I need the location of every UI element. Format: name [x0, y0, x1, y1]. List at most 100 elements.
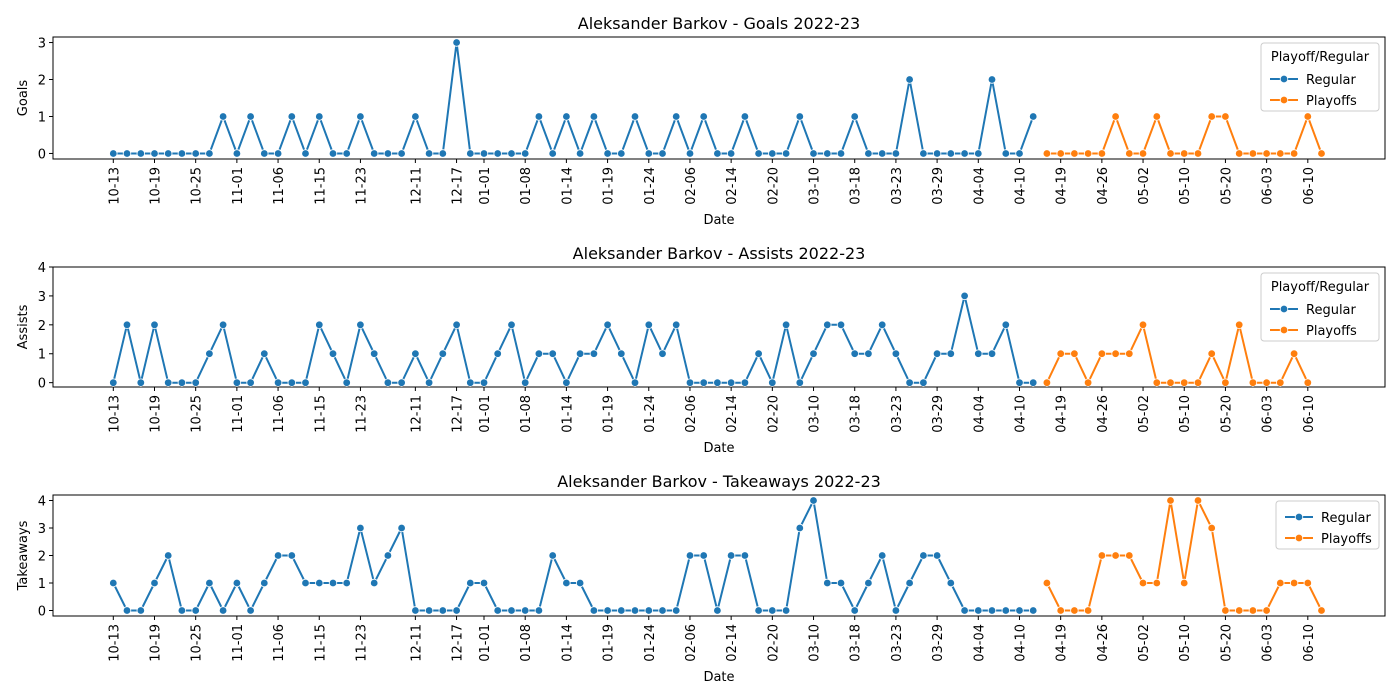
x-tick-label: 04-04	[972, 395, 987, 433]
legend-label-regular: Regular	[1306, 73, 1357, 88]
legend: Playoff/Regular Regular Playoffs	[1260, 272, 1380, 342]
data-point-playoffs	[1042, 149, 1052, 158]
data-point-playoffs	[1193, 378, 1203, 387]
data-point-regular	[177, 606, 187, 615]
data-point-regular	[932, 149, 942, 158]
data-point-regular	[919, 378, 928, 387]
data-point-regular	[383, 551, 393, 560]
data-point-playoffs	[1262, 606, 1271, 615]
data-point-regular	[919, 149, 928, 158]
data-point-regular	[1028, 606, 1038, 615]
data-point-regular	[795, 523, 804, 533]
y-tick-label: 2	[38, 550, 46, 565]
x-tick-label: 12-11	[409, 395, 424, 433]
x-tick-label: 10-13	[107, 395, 122, 433]
y-tick-label: 2	[38, 74, 46, 89]
x-tick-label: 05-10	[1178, 395, 1193, 433]
data-point-regular	[781, 149, 791, 158]
plot-frame	[52, 266, 1386, 388]
data-point-regular	[932, 349, 942, 358]
x-tick-label: 06-10	[1302, 624, 1317, 662]
data-point-regular	[589, 349, 599, 358]
x-tick-label: 06-10	[1302, 395, 1317, 433]
x-tick-label: 01-19	[602, 624, 617, 662]
x-tick-label: 02-14	[725, 395, 740, 433]
data-point-playoffs	[1248, 378, 1258, 387]
data-point-regular	[603, 149, 612, 158]
data-point-regular	[122, 149, 132, 158]
data-point-regular	[699, 551, 708, 560]
x-tick-label: 10-13	[107, 167, 122, 205]
x-tick-label: 11-23	[354, 624, 369, 662]
y-axis-label: Assists	[16, 304, 31, 349]
data-point-regular	[109, 578, 118, 588]
x-tick-label: 11-23	[354, 167, 369, 205]
data-point-regular	[177, 149, 187, 158]
x-tick-label: 10-19	[148, 167, 163, 205]
data-point-regular	[740, 378, 750, 387]
legend-label-playoffs: Playoffs	[1306, 324, 1357, 339]
data-point-regular	[273, 551, 283, 560]
data-point-regular	[726, 551, 736, 560]
x-tick-label: 12-17	[451, 395, 466, 433]
data-point-playoffs	[1111, 551, 1120, 560]
data-point-regular	[781, 320, 791, 329]
x-tick-label: 01-08	[519, 167, 534, 205]
data-point-regular	[548, 349, 557, 358]
data-point-regular	[191, 606, 200, 615]
data-point-playoffs	[1056, 349, 1065, 358]
data-point-regular	[685, 551, 695, 560]
data-point-regular	[713, 149, 722, 158]
y-tick-label: 0	[38, 377, 46, 392]
data-point-playoffs	[1221, 112, 1230, 121]
data-point-playoffs	[1276, 149, 1285, 158]
x-tick-label: 01-14	[560, 624, 575, 662]
data-point-regular	[521, 149, 530, 158]
x-tick-label: 05-02	[1137, 395, 1152, 433]
data-point-regular	[891, 349, 901, 358]
data-point-regular	[1001, 606, 1010, 615]
data-point-regular	[809, 149, 818, 158]
data-point-regular	[658, 349, 667, 358]
data-point-regular	[768, 378, 777, 387]
legend-label-playoffs: Playoffs	[1321, 532, 1372, 547]
data-point-regular	[232, 378, 242, 387]
data-point-regular	[534, 349, 544, 358]
data-point-regular	[617, 349, 626, 358]
data-point-regular	[603, 606, 612, 615]
data-point-playoffs	[1166, 496, 1175, 505]
x-tick-label: 10-19	[148, 395, 163, 433]
data-point-playoffs	[1221, 606, 1230, 615]
x-tick-label: 10-25	[190, 624, 205, 662]
y-axis-label: Goals	[16, 80, 31, 117]
legend-marker-regular	[1279, 304, 1289, 314]
data-point-playoffs	[1289, 349, 1299, 358]
x-axis-label: Date	[703, 670, 734, 685]
x-tick-label: 03-10	[808, 167, 823, 205]
data-point-playoffs	[1248, 606, 1258, 615]
x-tick-label: 04-10	[1013, 624, 1028, 662]
x-tick-label: 05-10	[1178, 624, 1193, 662]
data-point-regular	[891, 149, 901, 158]
data-point-playoffs	[1056, 606, 1065, 615]
x-tick-label: 02-20	[766, 395, 781, 433]
data-point-playoffs	[1276, 378, 1285, 387]
x-tick-label: 11-06	[272, 167, 287, 205]
x-tick-label: 11-23	[354, 395, 369, 433]
data-point-regular	[644, 320, 653, 329]
data-point-regular	[1015, 378, 1024, 387]
data-point-playoffs	[1234, 149, 1244, 158]
data-point-regular	[713, 606, 722, 615]
data-point-regular	[987, 606, 997, 615]
data-point-regular	[177, 378, 187, 387]
data-point-playoffs	[1125, 149, 1134, 158]
data-point-regular	[974, 349, 983, 358]
data-point-regular	[836, 149, 846, 158]
data-point-regular	[232, 149, 242, 158]
data-point-regular	[905, 378, 914, 387]
data-point-regular	[301, 378, 310, 387]
data-point-regular	[919, 551, 928, 560]
x-tick-label: 01-08	[519, 624, 534, 662]
x-tick-label: 02-14	[725, 167, 740, 205]
data-point-playoffs	[1111, 349, 1120, 358]
